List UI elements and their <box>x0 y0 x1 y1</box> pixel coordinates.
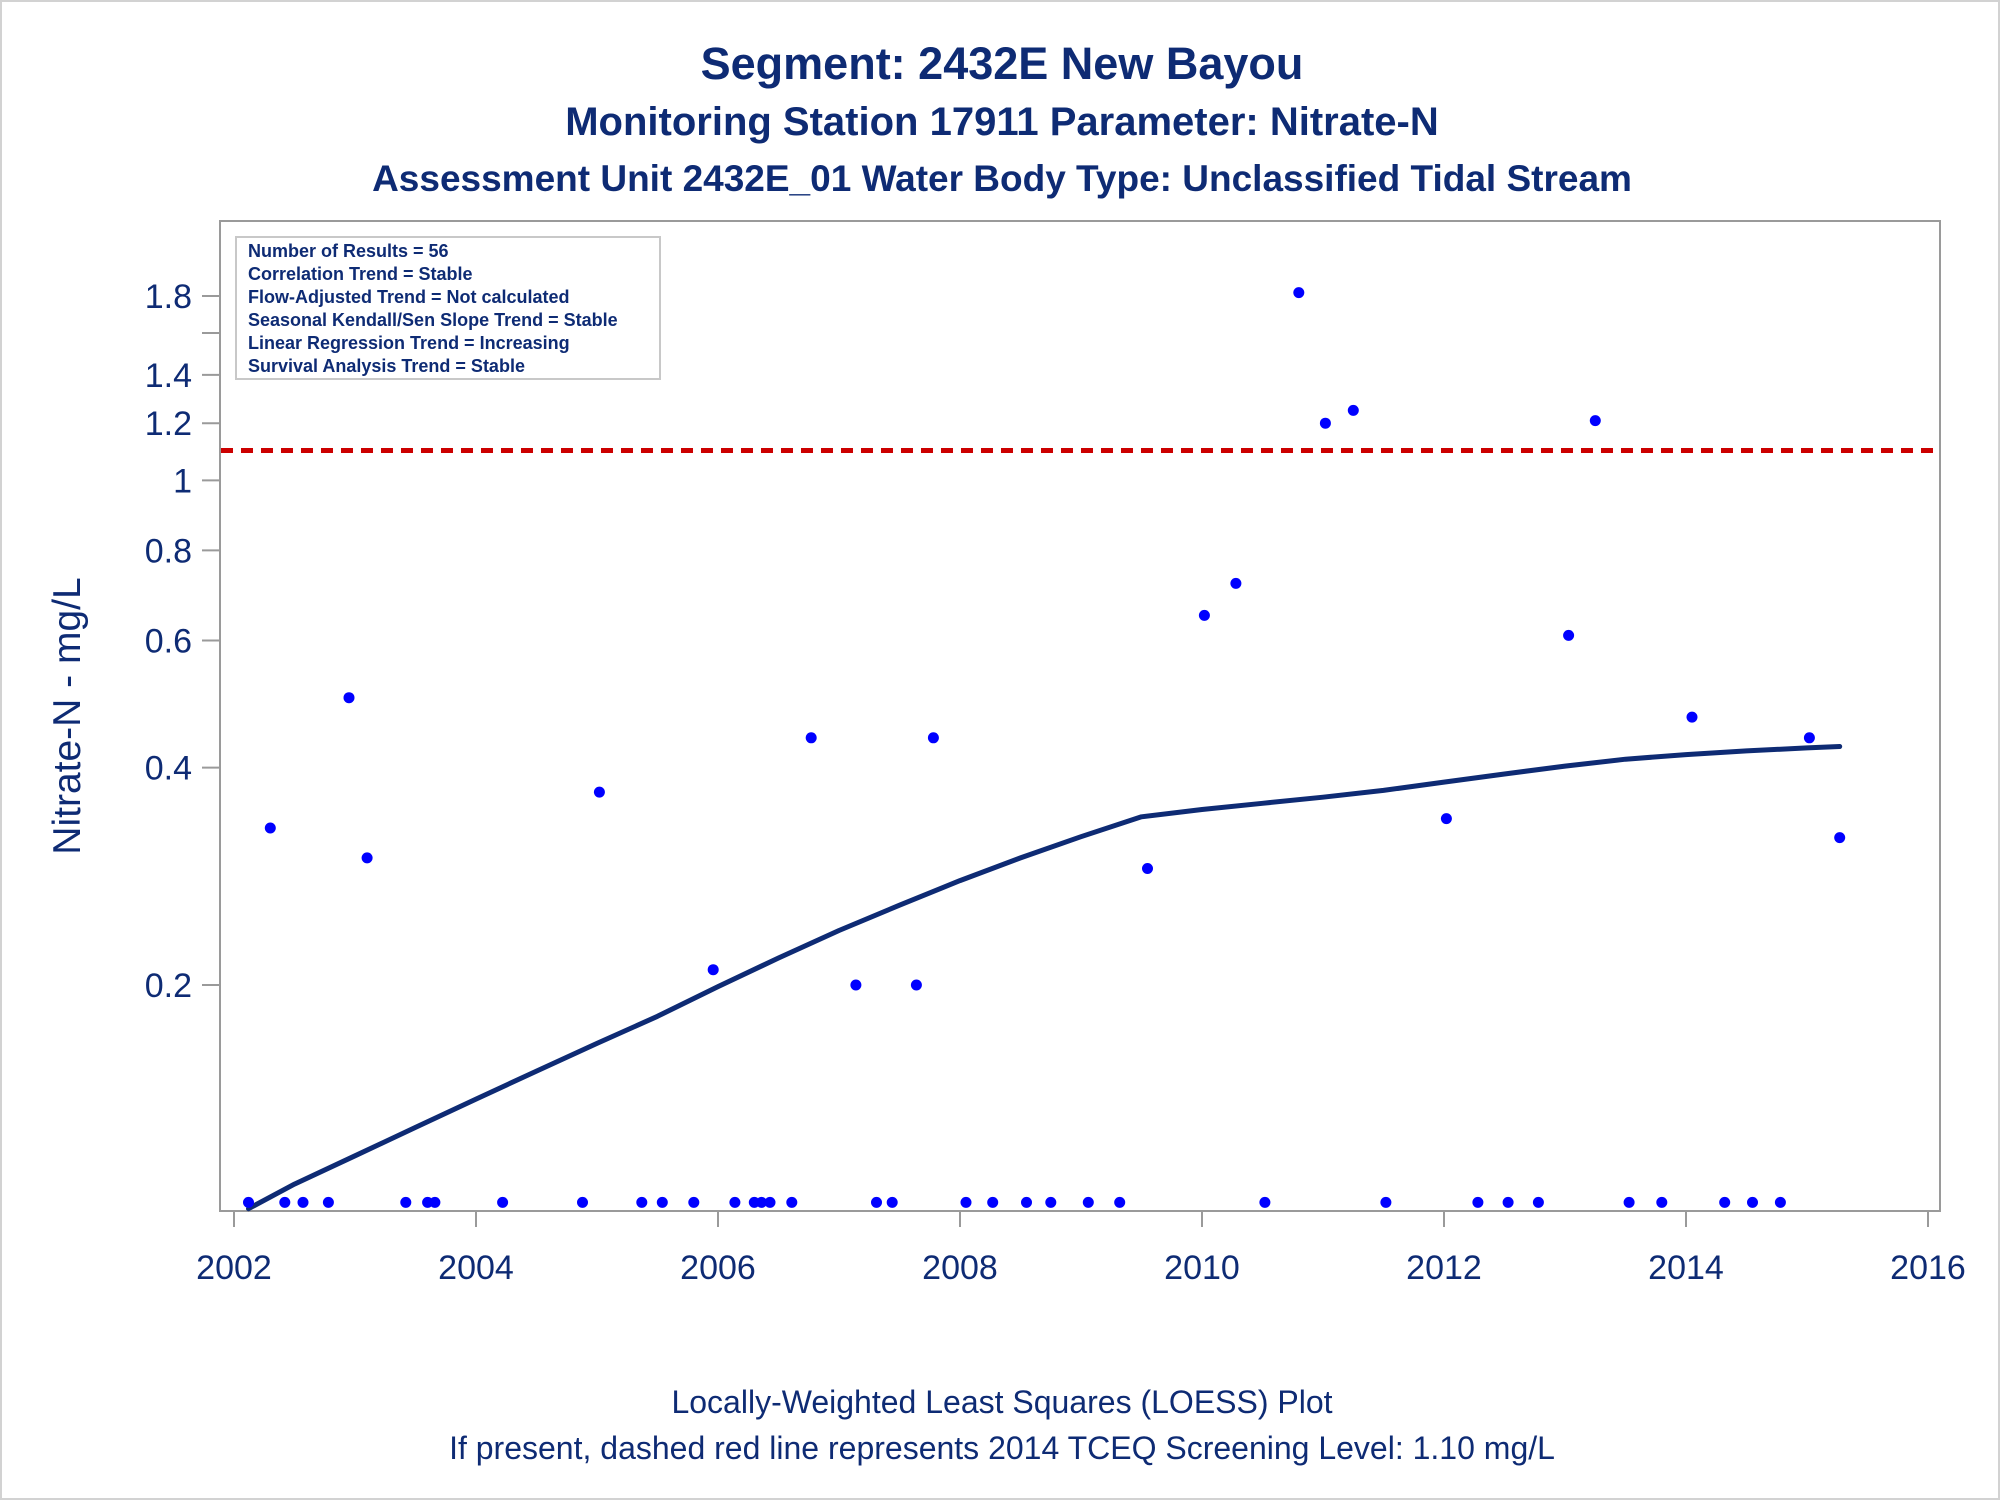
data-point <box>1532 1196 1544 1208</box>
data-point <box>805 732 817 744</box>
data-point <box>1589 415 1601 427</box>
stat-number-of-results: Number of Results = 56 <box>248 241 449 261</box>
data-point <box>850 979 862 991</box>
stat-linear-regression-trend: Linear Regression Trend = Increasing <box>248 333 570 353</box>
data-point <box>1230 577 1242 589</box>
data-point <box>1259 1196 1271 1208</box>
x-tick-label: 2002 <box>196 1249 272 1287</box>
data-point <box>960 1196 972 1208</box>
data-point <box>1747 1196 1758 1208</box>
data-point <box>1293 287 1305 299</box>
data-point <box>1472 1196 1484 1208</box>
stats-box: Number of Results = 56 Correlation Trend… <box>235 236 661 380</box>
data-point <box>1623 1196 1635 1208</box>
loess-curve <box>246 744 1843 1212</box>
data-point <box>688 1196 700 1208</box>
data-point <box>1380 1196 1392 1208</box>
data-point <box>593 786 605 798</box>
data-point <box>707 964 719 976</box>
stat-seasonal-kendall-trend: Seasonal Kendall/Sen Slope Trend = Stabl… <box>248 310 618 330</box>
data-point <box>729 1196 741 1208</box>
data-point <box>1834 832 1846 844</box>
y-tick-label: 1 <box>173 462 192 500</box>
footer-loess-note: Locally-Weighted Least Squares (LOESS) P… <box>671 1384 1333 1420</box>
data-point <box>1198 609 1210 621</box>
data-point <box>1686 711 1698 723</box>
data-point <box>636 1196 648 1208</box>
y-tick-label: 1.8 <box>145 278 192 316</box>
plot-area <box>219 220 1941 1212</box>
data-point <box>279 1196 291 1208</box>
data-point <box>1502 1196 1514 1208</box>
stat-flow-adjusted-trend: Flow-Adjusted Trend = Not calculated <box>248 287 570 307</box>
data-point <box>1021 1196 1032 1208</box>
chart-title: Segment: 2432E New Bayou <box>700 38 1304 89</box>
stats-box-border <box>235 236 661 380</box>
data-point <box>1656 1196 1668 1208</box>
x-tick-label: 2012 <box>1406 1249 1482 1287</box>
y-tick-label: 0.6 <box>145 623 192 661</box>
data-point <box>756 1196 768 1208</box>
stat-survival-analysis-trend: Survival Analysis Trend = Stable <box>248 356 525 376</box>
data-point <box>927 732 939 744</box>
y-tick-label: 0.2 <box>145 967 192 1005</box>
y-axis-title: Nitrate-N - mg/L <box>46 577 89 854</box>
y-axis: 0.2 0.4 0.6 0.8 1 1.2 1.4 1.8 <box>145 278 220 1005</box>
x-tick-label: 2014 <box>1648 1249 1724 1287</box>
x-axis: 2002 2004 2006 2008 2010 2012 2014 2016 <box>196 1211 1966 1287</box>
data-point <box>1082 1196 1094 1208</box>
x-tick-label: 2004 <box>438 1249 514 1287</box>
chart-subtitle-station: Monitoring Station 17911 Parameter: Nitr… <box>565 100 1439 144</box>
y-tick-label: 0.8 <box>145 532 192 570</box>
data-point <box>297 1196 309 1208</box>
data-point <box>1142 863 1153 874</box>
y-tick-label: 0.4 <box>145 750 192 788</box>
data-point <box>886 1196 898 1208</box>
data-point <box>497 1196 509 1208</box>
data-point <box>1440 813 1452 825</box>
data-point <box>429 1196 441 1208</box>
data-point <box>322 1196 334 1208</box>
data-point <box>656 1196 668 1208</box>
data-points <box>243 287 1846 1208</box>
data-point <box>1319 417 1331 429</box>
data-point <box>1803 732 1815 744</box>
stat-correlation-trend: Correlation Trend = Stable <box>248 264 473 284</box>
data-point <box>361 852 373 864</box>
data-point <box>1347 404 1359 416</box>
footer-screening-note: If present, dashed red line represents 2… <box>449 1430 1555 1466</box>
data-point <box>1045 1196 1057 1208</box>
data-point <box>343 692 355 704</box>
x-tick-label: 2008 <box>922 1249 998 1287</box>
data-point <box>871 1196 882 1208</box>
data-point <box>400 1196 412 1208</box>
x-tick-label: 2010 <box>1164 1249 1240 1287</box>
y-tick-label: 1.2 <box>145 405 192 443</box>
x-tick-label: 2016 <box>1890 1249 1966 1287</box>
data-point <box>786 1196 798 1208</box>
data-point <box>1774 1196 1786 1208</box>
chart-subtitle-assessment: Assessment Unit 2432E_01 Water Body Type… <box>372 158 1632 199</box>
x-tick-label: 2006 <box>680 1249 756 1287</box>
data-point <box>1114 1196 1126 1208</box>
data-point <box>910 979 922 991</box>
data-point <box>243 1196 254 1208</box>
data-point <box>264 822 276 834</box>
data-point <box>577 1196 588 1208</box>
data-point <box>987 1196 999 1208</box>
data-point <box>1563 629 1575 641</box>
data-point <box>764 1196 776 1208</box>
data-point <box>1719 1196 1731 1208</box>
y-tick-label: 1.4 <box>145 357 192 395</box>
